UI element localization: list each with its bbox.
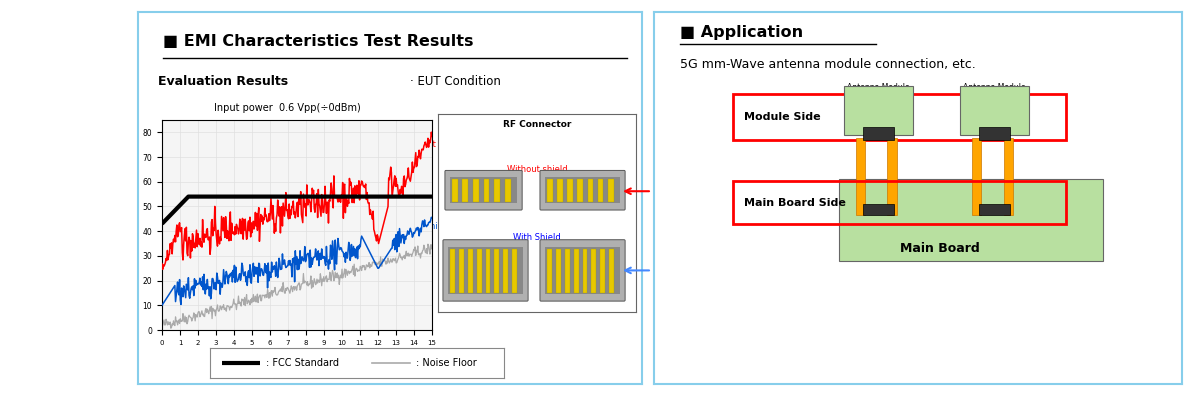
Text: 5G mm-Wave antenna module connection, etc.: 5G mm-Wave antenna module connection, et… xyxy=(680,58,976,72)
Bar xyxy=(600,249,605,293)
Bar xyxy=(979,127,1010,140)
Bar xyxy=(450,177,517,203)
Bar xyxy=(863,204,894,215)
Bar xyxy=(505,179,510,202)
Bar xyxy=(610,249,614,293)
Bar xyxy=(592,249,596,293)
Bar xyxy=(450,249,455,293)
Bar xyxy=(582,249,588,293)
Bar xyxy=(545,247,620,294)
Bar xyxy=(458,249,463,293)
X-axis label: Frequency [GHz]: Frequency [GHz] xyxy=(251,351,343,362)
Text: ■ EMI Characteristics Test Results: ■ EMI Characteristics Test Results xyxy=(163,34,474,49)
Bar xyxy=(979,204,1010,215)
Bar xyxy=(960,86,1028,135)
Bar xyxy=(545,177,620,203)
Text: ■ Application: ■ Application xyxy=(680,25,804,40)
Bar xyxy=(547,179,552,202)
Bar xyxy=(512,249,517,293)
Bar xyxy=(839,179,1103,261)
Bar xyxy=(972,138,982,215)
Bar xyxy=(557,179,563,202)
Bar xyxy=(608,179,613,202)
Point xyxy=(649,348,664,352)
FancyBboxPatch shape xyxy=(445,170,522,210)
Text: Without shield: Without shield xyxy=(506,166,568,174)
Text: Main Board: Main Board xyxy=(900,242,979,255)
Bar xyxy=(1003,138,1013,215)
Text: · EUT Condition: · EUT Condition xyxy=(410,75,502,88)
Text: Input power  0.6 Vpp(÷0dBm): Input power 0.6 Vpp(÷0dBm) xyxy=(214,103,360,113)
Bar xyxy=(863,127,894,140)
Point xyxy=(668,348,683,352)
Bar xyxy=(568,179,572,202)
Bar xyxy=(473,179,479,202)
Bar xyxy=(547,249,552,293)
Text: RF Connector: RF Connector xyxy=(503,120,571,129)
Bar xyxy=(468,249,473,293)
FancyBboxPatch shape xyxy=(540,170,625,210)
Text: Main Board Side: Main Board Side xyxy=(744,198,846,208)
Bar xyxy=(856,138,865,215)
Bar xyxy=(844,86,913,135)
Text: Module Side: Module Side xyxy=(744,112,821,122)
Text: : Noise Floor: : Noise Floor xyxy=(415,358,476,368)
Bar xyxy=(598,179,604,202)
Bar xyxy=(476,249,481,293)
Bar xyxy=(577,179,583,202)
Text: Without shield: Without shield xyxy=(403,140,463,149)
Bar xyxy=(494,249,499,293)
Text: Antenna Module: Antenna Module xyxy=(847,83,910,92)
Bar xyxy=(462,179,468,202)
Text: With Shield: With Shield xyxy=(514,233,560,242)
Bar xyxy=(486,249,491,293)
Bar xyxy=(484,179,490,202)
FancyBboxPatch shape xyxy=(443,240,528,301)
Bar xyxy=(503,249,509,293)
FancyBboxPatch shape xyxy=(540,240,625,301)
Bar xyxy=(588,179,593,202)
Text: Evaluation Results: Evaluation Results xyxy=(158,75,288,88)
Bar xyxy=(494,179,500,202)
Text: : FCC Standard: : FCC Standard xyxy=(266,358,338,368)
Bar xyxy=(448,247,523,294)
Bar xyxy=(574,249,578,293)
FancyBboxPatch shape xyxy=(733,94,1066,140)
Bar xyxy=(452,179,457,202)
Bar xyxy=(887,138,896,215)
Text: Antenna Module: Antenna Module xyxy=(964,83,1026,92)
Text: With Shield: With Shield xyxy=(403,222,450,231)
Bar xyxy=(565,249,570,293)
Bar xyxy=(556,249,560,293)
